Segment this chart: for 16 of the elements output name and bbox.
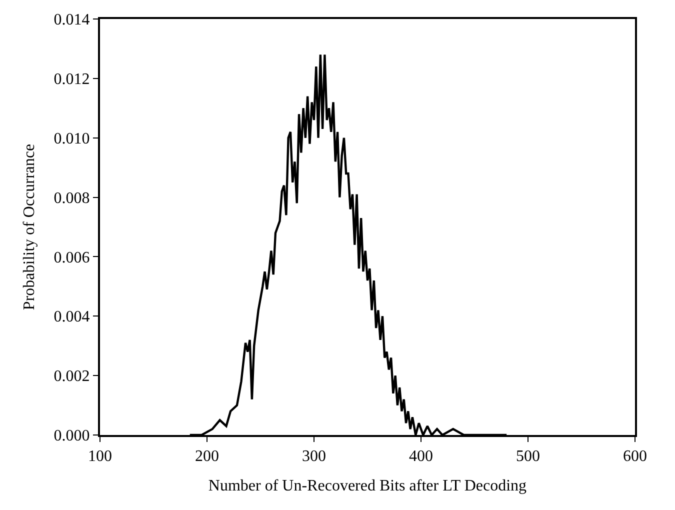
x-tick-label: 600: [623, 448, 647, 466]
y-tick-label: 0.008: [54, 190, 90, 207]
x-tick-label: 100: [88, 448, 112, 466]
x-tick-label: 500: [516, 448, 540, 466]
x-tick-label: 300: [302, 448, 326, 466]
y-tick-label: 0.012: [54, 71, 90, 88]
y-tick-label: 0.004: [54, 308, 90, 326]
x-tick-label: 400: [409, 448, 433, 466]
y-tick-label: 0.006: [54, 249, 90, 266]
y-tick-label: 0.000: [54, 428, 90, 445]
x-tick-label: 200: [195, 448, 219, 466]
y-tick-label: 0.002: [54, 368, 90, 386]
y-tick-label: 0.014: [54, 12, 90, 29]
y-axis-title: Probability of Occurrance: [21, 144, 38, 310]
y-tick-label: 0.010: [54, 130, 90, 148]
x-axis-title: Number of Un-Recovered Bits after LT Decoding: [208, 477, 527, 494]
